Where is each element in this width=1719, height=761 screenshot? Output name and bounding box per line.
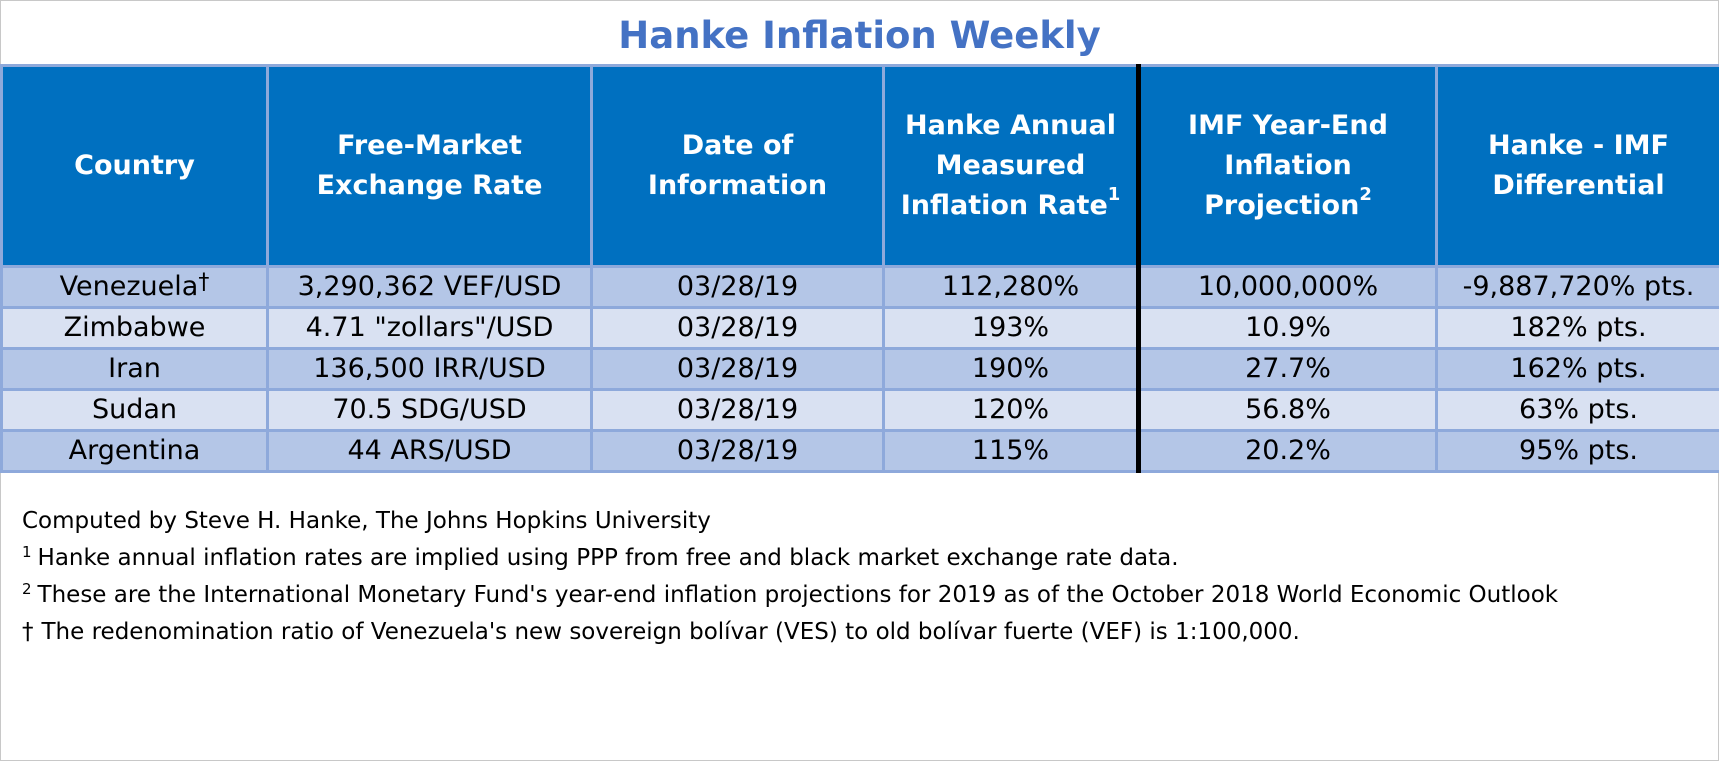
country-name: Iran bbox=[108, 353, 161, 384]
cell-exchange-rate: 44 ARS/USD bbox=[266, 429, 593, 473]
table-row: Iran 136,500 IRR/USD 03/28/19 190% 27.7%… bbox=[0, 347, 1719, 391]
table-row: Venezuela† 3,290,362 VEF/USD 03/28/19 11… bbox=[0, 265, 1719, 309]
cell-imf-projection: 27.7% bbox=[1137, 347, 1438, 391]
cell-country: Argentina bbox=[0, 429, 269, 473]
inflation-table: Country Free-Market Exchange Rate Date o… bbox=[0, 64, 1719, 473]
cell-date: 03/28/19 bbox=[590, 347, 885, 391]
cell-country: Sudan bbox=[0, 388, 269, 432]
header-line: Information bbox=[647, 170, 828, 201]
cell-date: 03/28/19 bbox=[590, 429, 885, 473]
header-country: Country bbox=[0, 64, 269, 268]
footnote-line: 2 These are the International Monetary Fu… bbox=[22, 577, 1712, 614]
footnote-text: Computed by Steve H. Hanke, The Johns Ho… bbox=[22, 508, 711, 534]
page-title: Hanke Inflation Weekly bbox=[618, 14, 1101, 57]
cell-hanke-rate: 193% bbox=[882, 306, 1141, 350]
cell-exchange-rate: 136,500 IRR/USD bbox=[266, 347, 593, 391]
cell-country: Venezuela† bbox=[0, 265, 269, 309]
footnote-line: † The redenomination ratio of Venezuela's… bbox=[22, 614, 1712, 651]
header-line: Exchange Rate bbox=[316, 170, 543, 201]
cell-differential: 63% pts. bbox=[1435, 388, 1719, 432]
cell-country: Zimbabwe bbox=[0, 306, 269, 350]
cell-date: 03/28/19 bbox=[590, 265, 885, 309]
table-row: Sudan 70.5 SDG/USD 03/28/19 120% 56.8% 6… bbox=[0, 388, 1719, 432]
cell-exchange-rate: 70.5 SDG/USD bbox=[266, 388, 593, 432]
cell-differential: 95% pts. bbox=[1435, 429, 1719, 473]
footnote-text: These are the International Monetary Fun… bbox=[37, 582, 1559, 608]
cell-differential: -9,887,720% pts. bbox=[1435, 265, 1719, 309]
footnotes: Computed by Steve H. Hanke, The Johns Ho… bbox=[22, 503, 1712, 651]
header-exchange-rate: Free-Market Exchange Rate bbox=[266, 64, 593, 268]
cell-exchange-rate: 4.71 "zollars"/USD bbox=[266, 306, 593, 350]
country-name: Venezuela bbox=[59, 271, 199, 302]
table-row: Argentina 44 ARS/USD 03/28/19 115% 20.2%… bbox=[0, 429, 1719, 473]
footnote-marker: 1 bbox=[1107, 184, 1121, 205]
cell-hanke-rate: 120% bbox=[882, 388, 1141, 432]
country-name: Sudan bbox=[91, 394, 178, 425]
footnote-text: Hanke annual inflation rates are implied… bbox=[37, 545, 1179, 571]
header-line: Date of bbox=[681, 130, 794, 161]
header-line: Country bbox=[74, 150, 195, 181]
cell-hanke-rate: 115% bbox=[882, 429, 1141, 473]
cell-imf-projection: 20.2% bbox=[1137, 429, 1438, 473]
country-name: Zimbabwe bbox=[63, 312, 206, 343]
header-line: Inflation Rate bbox=[900, 190, 1108, 221]
cell-date: 03/28/19 bbox=[590, 306, 885, 350]
header-line: IMF Year-End bbox=[1188, 110, 1388, 141]
header-line: Inflation bbox=[1224, 150, 1352, 181]
header-line: Free-Market bbox=[337, 130, 522, 161]
footnote-line: 1 Hanke annual inflation rates are implie… bbox=[22, 540, 1712, 577]
footnote-marker: 2 bbox=[1359, 184, 1372, 205]
footnote-text: The redenomination ratio of Venezuela's … bbox=[41, 619, 1300, 645]
footnote-marker: 1 bbox=[22, 543, 32, 561]
cell-exchange-rate: 3,290,362 VEF/USD bbox=[266, 265, 593, 309]
cell-imf-projection: 10,000,000% bbox=[1137, 265, 1438, 309]
cell-country: Iran bbox=[0, 347, 269, 391]
cell-hanke-rate: 190% bbox=[882, 347, 1141, 391]
header-line: Measured bbox=[935, 150, 1086, 181]
cell-differential: 182% pts. bbox=[1435, 306, 1719, 350]
header-row: Country Free-Market Exchange Rate Date o… bbox=[0, 64, 1719, 268]
header-line: Projection bbox=[1204, 190, 1360, 221]
header-imf-projection: IMF Year-End Inflation Projection2 bbox=[1137, 64, 1438, 268]
table-row: Zimbabwe 4.71 "zollars"/USD 03/28/19 193… bbox=[0, 306, 1719, 350]
cell-date: 03/28/19 bbox=[590, 388, 885, 432]
header-line: Hanke Annual bbox=[904, 110, 1117, 141]
header-differential: Hanke - IMF Differential bbox=[1435, 64, 1719, 268]
cell-differential: 162% pts. bbox=[1435, 347, 1719, 391]
header-line: Differential bbox=[1492, 170, 1665, 201]
header-line: Hanke - IMF bbox=[1488, 130, 1669, 161]
dagger-marker: † bbox=[198, 270, 210, 295]
country-name: Argentina bbox=[68, 435, 201, 466]
footnote-marker: 2 bbox=[22, 580, 32, 598]
cell-imf-projection: 56.8% bbox=[1137, 388, 1438, 432]
header-date: Date of Information bbox=[590, 64, 885, 268]
header-hanke-rate: Hanke Annual Measured Inflation Rate1 bbox=[882, 64, 1141, 268]
cell-hanke-rate: 112,280% bbox=[882, 265, 1141, 309]
footnote-line: Computed by Steve H. Hanke, The Johns Ho… bbox=[22, 503, 1712, 540]
cell-imf-projection: 10.9% bbox=[1137, 306, 1438, 350]
footnote-marker: † bbox=[22, 619, 34, 645]
